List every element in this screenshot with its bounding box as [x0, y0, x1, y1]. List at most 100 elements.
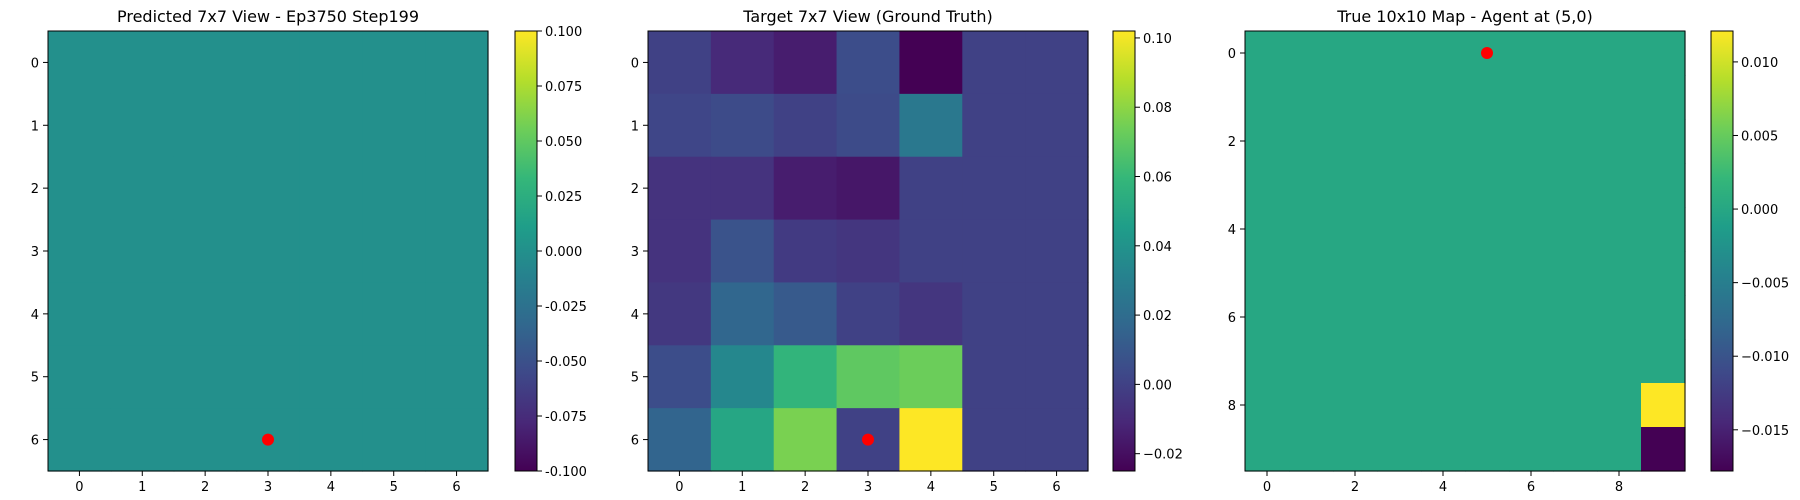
y-tick-label: 3 [631, 245, 639, 260]
heatmap-cell [1641, 251, 1686, 296]
y-tick-label: 0 [631, 56, 639, 71]
heatmap-cell [362, 219, 426, 284]
heatmap-cell [1421, 427, 1466, 472]
heatmap-cell [1553, 339, 1598, 384]
heatmap-cell [1597, 427, 1642, 472]
heatmap-cell [173, 345, 238, 409]
heatmap-cell [1641, 75, 1686, 120]
heatmap-cell [773, 219, 838, 284]
heatmap-cell [1377, 383, 1422, 428]
heatmap-cell [1377, 251, 1422, 296]
heatmap-cell [1289, 295, 1334, 340]
agent-marker [1481, 47, 1493, 59]
y-tick-label: 2 [1228, 135, 1236, 150]
heatmap-cell [362, 345, 426, 409]
heatmap-cell [1377, 163, 1422, 208]
heatmap-cell [710, 156, 775, 221]
heatmap-cell [1509, 207, 1554, 252]
heatmap-cell [236, 31, 301, 95]
heatmap-cell [299, 31, 363, 95]
heatmap-cell [362, 408, 426, 472]
heatmap-cell [1289, 251, 1334, 296]
heatmap-cell [1509, 163, 1554, 208]
x-tick-label: 5 [990, 480, 998, 495]
colorbar-tick-label: 0.02 [1143, 309, 1172, 324]
heatmap-panel-0: Predicted 7x7 View - Ep3750 Step199 0 1 2 3 4… [31, 7, 587, 495]
heatmap-cell [1377, 427, 1422, 472]
heatmap-cell [1245, 163, 1290, 208]
heatmap-cell [362, 156, 426, 221]
heatmap-cell [425, 93, 489, 158]
colorbar [514, 30, 538, 472]
heatmap-cell [1245, 339, 1290, 384]
heatmap-cell [1641, 119, 1686, 164]
heatmap-cell [1421, 295, 1466, 340]
heatmap-cell [773, 31, 838, 95]
heatmap-cell [299, 282, 363, 346]
heatmap-cell [899, 219, 963, 284]
heatmap-cell [773, 345, 838, 409]
colorbar-tick-label: 0.025 [545, 190, 582, 205]
heatmap-cell [1509, 119, 1554, 164]
heatmap-cell [1377, 339, 1422, 384]
colorbar-tick-label: 0.06 [1143, 171, 1172, 186]
heatmap-cell [773, 282, 838, 346]
colorbar-tick-label: 0.000 [1741, 203, 1778, 218]
heatmap-cell [1289, 383, 1334, 428]
heatmap-cell [1597, 207, 1642, 252]
heatmap-cell [836, 93, 901, 158]
heatmap-cell [1245, 383, 1290, 428]
heatmap-cell [110, 93, 175, 158]
y-tick-label: 6 [1228, 311, 1236, 326]
heatmap-cell [773, 93, 838, 158]
colorbar-tick-label: −0.02 [1143, 448, 1183, 463]
heatmap-cell [899, 93, 963, 158]
heatmap-cell [236, 156, 301, 221]
heatmap-cell [1597, 119, 1642, 164]
heatmap-cell [1421, 75, 1466, 120]
heatmap-panel-2: True 10x10 Map - Agent at (5,0) 0 2 4 6 8 0 2 4 6… [1228, 7, 1789, 495]
heatmap-cell [48, 219, 112, 284]
y-tick-label: 6 [631, 434, 639, 449]
heatmap-cell [836, 345, 901, 409]
colorbar-tick-label: −0.005 [1741, 277, 1789, 292]
y-tick-label: 2 [631, 182, 639, 197]
heatmap-cell [110, 408, 175, 472]
heatmap-cell [48, 31, 112, 95]
heatmap-cell [1025, 219, 1089, 284]
heatmap-cell [1333, 295, 1378, 340]
heatmap-cell [899, 408, 963, 472]
colorbar-tick-label: 0.04 [1143, 240, 1172, 255]
heatmap-cell [1553, 31, 1598, 76]
heatmap-cell [1289, 119, 1334, 164]
heatmap-cell [173, 93, 238, 158]
chart-title: Target 7x7 View (Ground Truth) [742, 7, 993, 26]
y-tick-label: 5 [631, 371, 639, 386]
heatmap-cell [1245, 119, 1290, 164]
colorbar-tick-label: -0.025 [545, 300, 587, 315]
heatmap-cell [173, 282, 238, 346]
colorbar [1112, 30, 1136, 472]
heatmap-cell [1465, 295, 1510, 340]
heatmap-cell [1509, 383, 1554, 428]
heatmap-cell [962, 93, 1026, 158]
heatmap-cell [1641, 383, 1686, 428]
colorbar-tick-label: 0.075 [545, 80, 582, 95]
y-tick-label: 0 [1228, 47, 1236, 62]
heatmap-cell [1421, 163, 1466, 208]
heatmap-cell [648, 282, 712, 346]
x-tick-label: 1 [138, 480, 146, 495]
heatmap-cell [899, 282, 963, 346]
heatmap-cell [836, 282, 901, 346]
heatmap-cell [962, 408, 1026, 472]
heatmap-cell [1553, 251, 1598, 296]
heatmap-cell [1245, 295, 1290, 340]
y-tick-label: 3 [31, 245, 39, 260]
heatmap-cell [1333, 207, 1378, 252]
heatmap-cell [1289, 31, 1334, 76]
heatmap-cell [48, 345, 112, 409]
heatmap-cell [1509, 31, 1554, 76]
colorbar-tick-label: −0.010 [1741, 350, 1789, 365]
heatmap-cell [1025, 156, 1089, 221]
y-tick-label: 4 [1228, 223, 1236, 238]
